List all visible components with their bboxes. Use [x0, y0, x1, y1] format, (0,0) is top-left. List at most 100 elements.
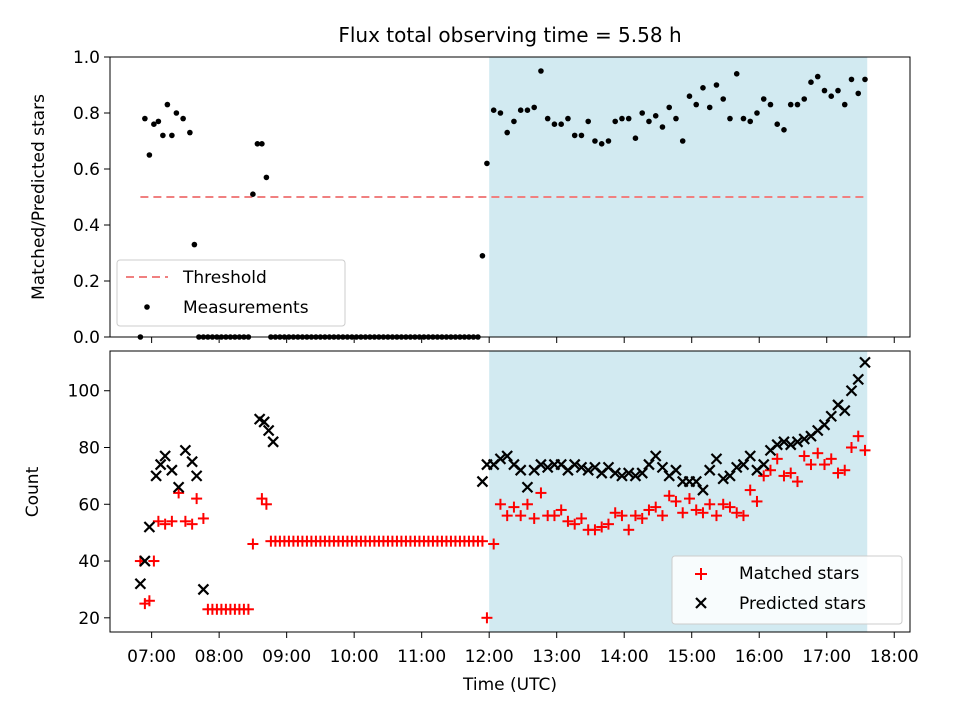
- predicted-star-point: [717, 472, 729, 485]
- legend-measurements-swatch: [144, 304, 150, 310]
- x-tick-label: 07:00: [127, 647, 176, 667]
- measurement-point: [511, 118, 517, 125]
- predicted-star-point: [656, 461, 669, 474]
- predicted-star-point: [616, 470, 628, 482]
- legend-predicted-label: Predicted stars: [739, 594, 866, 614]
- matched-star-point: [569, 518, 581, 530]
- matched-star-point: [191, 493, 203, 505]
- measurement-point: [263, 174, 270, 181]
- matched-star-point: [173, 487, 185, 499]
- measurement-point: [497, 110, 504, 116]
- measurement-point: [679, 138, 686, 144]
- matched-star-point: [832, 467, 844, 479]
- predicted-star-point: [139, 555, 151, 567]
- measurement-point: [767, 101, 774, 108]
- matched-star-point: [596, 521, 608, 533]
- matched-star-point: [501, 510, 513, 522]
- matched-star-point: [148, 555, 160, 567]
- matched-star-point: [186, 518, 198, 530]
- predicted-star-point: [622, 467, 635, 479]
- measurement-point: [821, 87, 828, 94]
- measurement-point: [841, 101, 848, 108]
- predicted-star-point: [514, 464, 527, 476]
- predicted-star-point: [134, 577, 147, 590]
- measurement-point: [517, 107, 524, 113]
- predicted-star-point: [172, 481, 185, 494]
- predicted-star-point: [703, 464, 716, 476]
- measurement-point: [720, 96, 727, 102]
- bottom-x-ticks: 07:00 08:00 09:00 10:00 11:00 12:00 13:00 14:00…: [127, 632, 919, 667]
- matched-star-point: [677, 507, 689, 519]
- measurement-point: [733, 71, 740, 77]
- predicted-star-point: [852, 373, 865, 386]
- predicted-star-point: [636, 467, 648, 479]
- measurement-point: [652, 113, 659, 119]
- measurement-point: [571, 132, 578, 139]
- x-tick-label: 17:00: [802, 647, 851, 667]
- measurement-point: [173, 110, 180, 116]
- matched-star-point: [852, 430, 864, 442]
- matched-star-point: [758, 470, 770, 482]
- matched-star-point: [690, 504, 702, 516]
- legend-predicted-swatch: [695, 597, 707, 609]
- bottom-legend: Matched stars Predicted stars: [671, 555, 903, 625]
- bottom-y-tick-label: 100: [68, 382, 100, 402]
- x-tick-label: 08:00: [195, 647, 244, 667]
- predicted-star-point: [568, 458, 581, 471]
- legend-matched-label: Matched stars: [739, 564, 859, 584]
- predicted-star-point: [186, 455, 198, 468]
- matched-star-point: [785, 467, 797, 479]
- predicted-star-point: [159, 450, 171, 462]
- measurement-point: [713, 82, 720, 88]
- x-tick-label: 10:00: [330, 647, 379, 667]
- predicted-star-point: [737, 458, 750, 471]
- measurement-point: [625, 115, 632, 122]
- matched-star-point: [260, 498, 272, 510]
- x-tick-label: 18:00: [870, 647, 919, 667]
- predicted-star-point: [744, 450, 757, 462]
- x-tick-label: 09:00: [262, 647, 311, 667]
- measurement-point: [605, 138, 612, 144]
- chart-title: Flux total observing time = 5.58 h: [338, 23, 681, 47]
- matched-star-point: [548, 510, 560, 522]
- measurement-point: [855, 90, 862, 97]
- x-tick-label: 12:00: [465, 647, 514, 667]
- measurement-point: [164, 101, 171, 108]
- matched-star-point: [535, 487, 547, 499]
- matched-star-point: [778, 470, 790, 482]
- matched-star-point: [670, 495, 682, 507]
- x-tick-label: 16:00: [735, 647, 784, 667]
- matched-star-point: [143, 595, 155, 607]
- top-panel: 0.0 0.2 0.4 0.6 0.8 1.0 Matched/Predicted sta…: [29, 48, 911, 348]
- matched-star-point: [791, 476, 803, 488]
- predicted-star-point: [649, 450, 662, 462]
- bottom-panel: 20 40 60 80 100 07:00 08:00 09:00 10:00 11:00 12:…: [23, 350, 919, 695]
- measurement-point: [484, 160, 490, 167]
- measurement-point: [693, 101, 700, 108]
- matched-star-point: [476, 535, 488, 547]
- predicted-star-point: [166, 464, 178, 476]
- measurement-point: [814, 73, 821, 80]
- matched-star-point: [152, 515, 164, 527]
- predicted-star-point: [730, 461, 743, 474]
- measurement-point: [565, 115, 571, 122]
- matched-star-point: [481, 612, 493, 624]
- bottom-y-tick-label: 80: [78, 439, 100, 459]
- matched-star-point: [751, 495, 763, 507]
- matched-star-point: [805, 459, 817, 471]
- measurement-point: [794, 101, 801, 108]
- measurement-point: [504, 129, 510, 136]
- matched-star-point: [663, 490, 675, 502]
- bottom-y-tick-label: 20: [78, 609, 100, 629]
- matched-star-point: [616, 510, 628, 522]
- measurement-point: [254, 141, 261, 147]
- predicted-star-point: [154, 458, 167, 471]
- predicted-star-point: [838, 404, 851, 417]
- predicted-star-point: [494, 453, 507, 465]
- predicted-star-point: [771, 438, 784, 451]
- top-y-tick-label: 0.0: [73, 328, 100, 348]
- matched-star-point: [731, 507, 743, 519]
- measurement-point: [828, 93, 835, 99]
- top-axes-frame: [109, 56, 911, 338]
